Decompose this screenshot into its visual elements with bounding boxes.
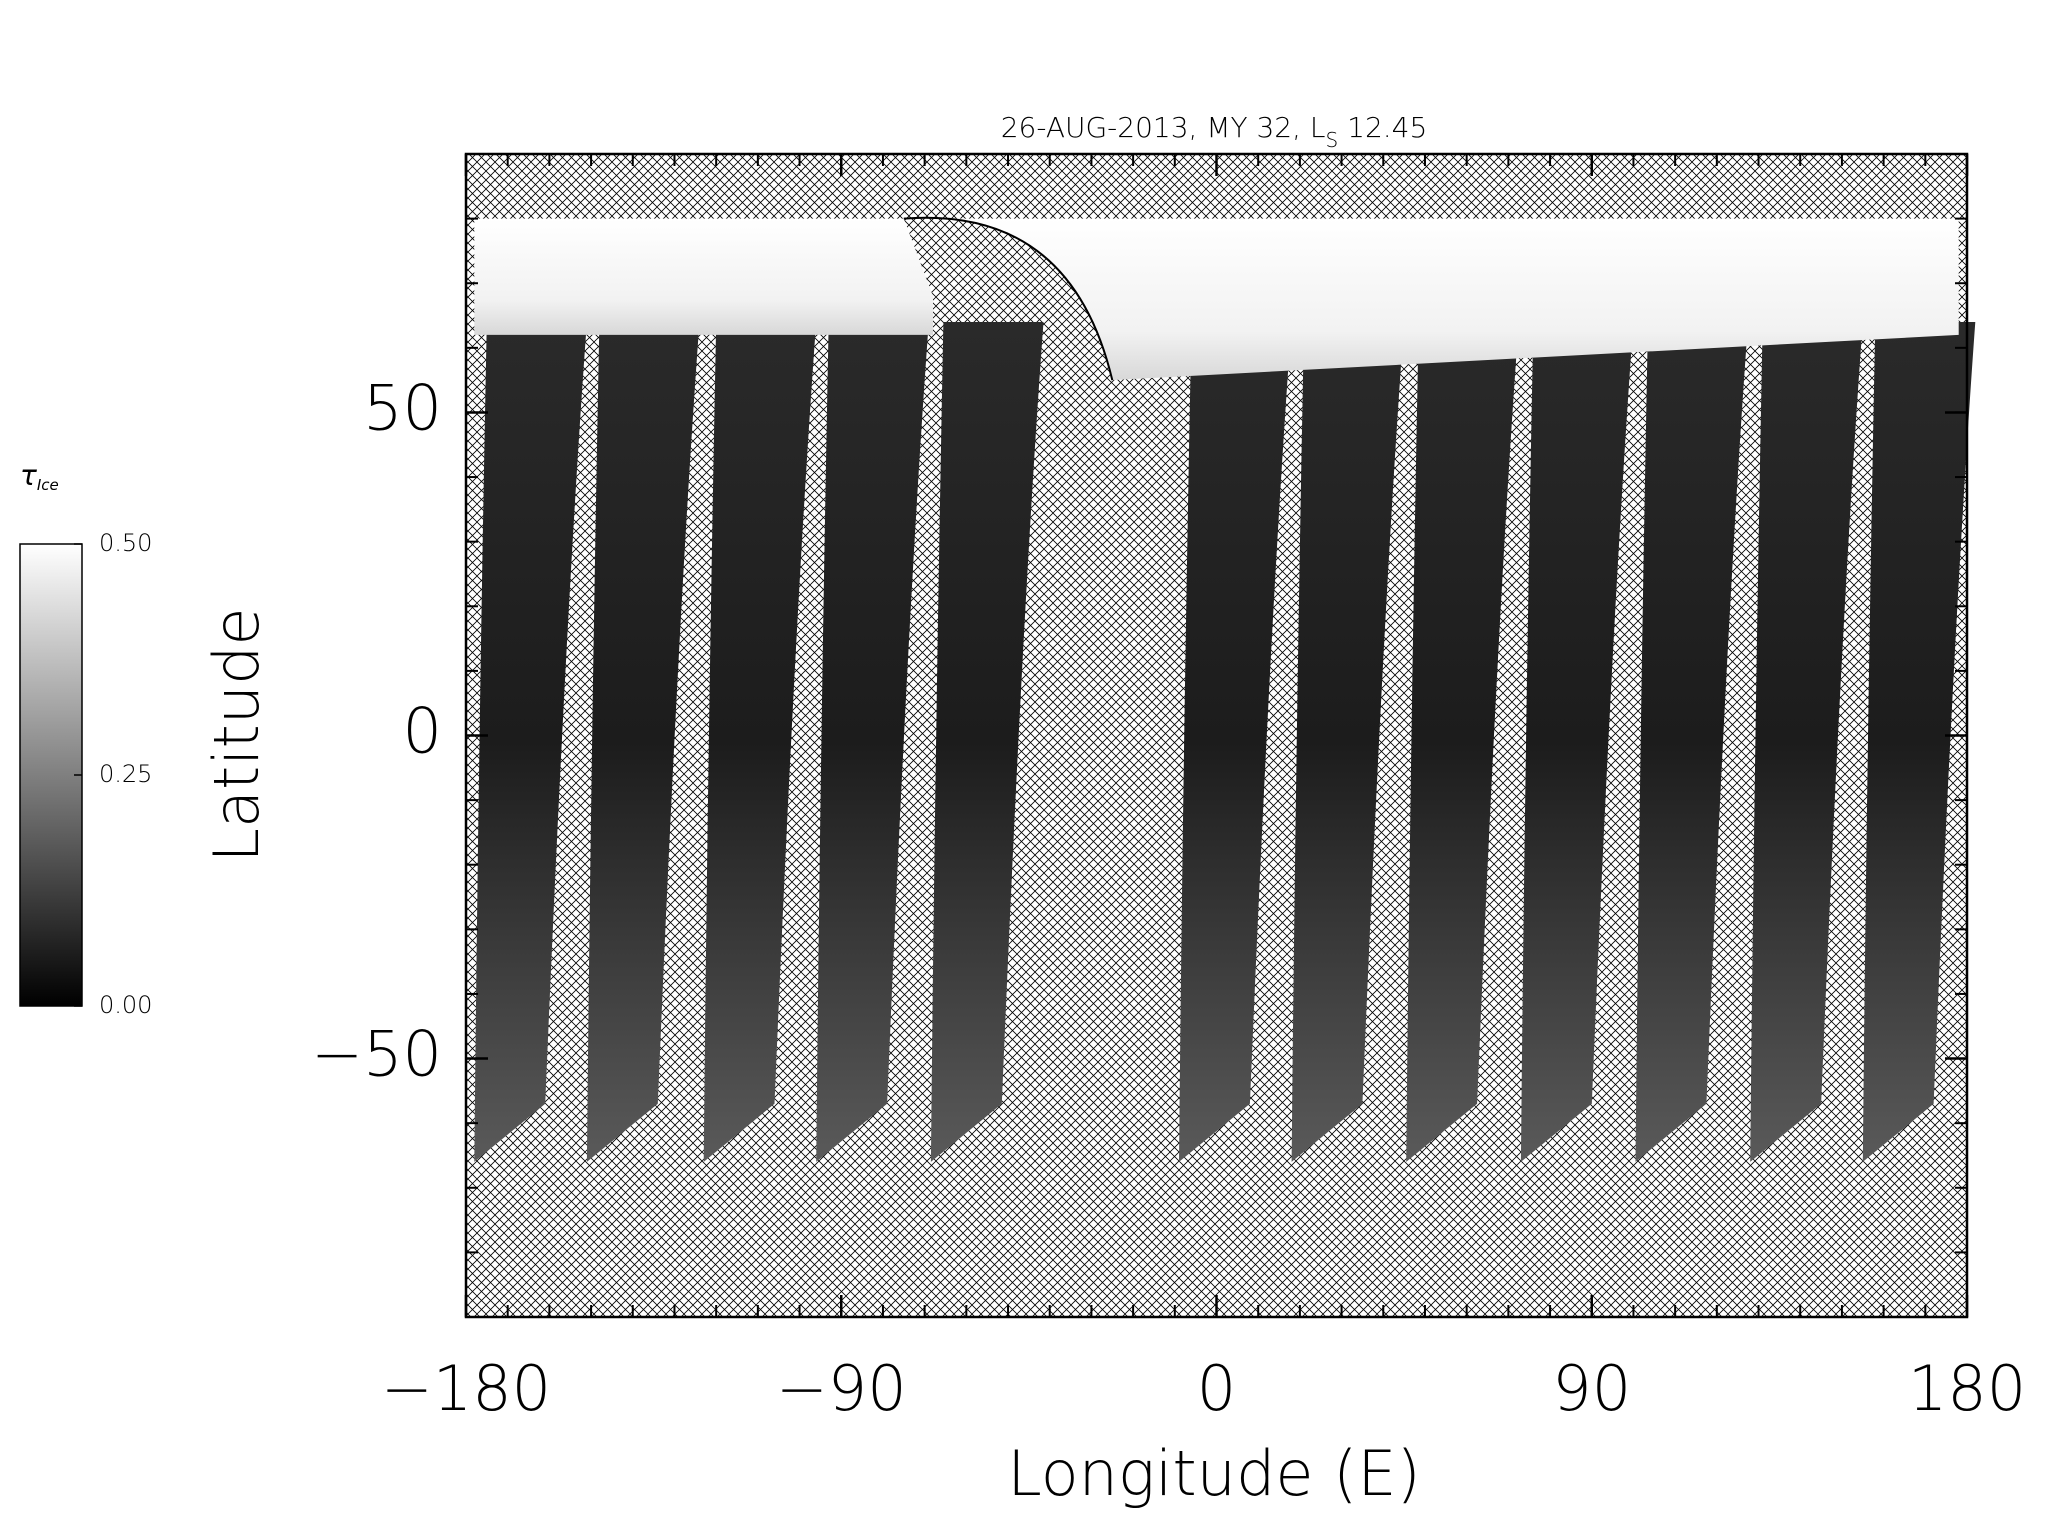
y-tick-label: 0 <box>403 695 442 768</box>
swath <box>586 322 700 1162</box>
colorbar-tick-label: 0.00 <box>99 991 152 1019</box>
x-tick-label: −180 <box>381 1352 551 1425</box>
swath <box>1179 322 1292 1162</box>
swath <box>1520 322 1634 1162</box>
x-axis-label: Longitude (E) <box>1007 1437 1420 1510</box>
swath <box>703 322 817 1162</box>
swath <box>930 322 1044 1162</box>
x-tick-label: 180 <box>1908 1352 2026 1425</box>
y-tick-label: −50 <box>311 1018 442 1091</box>
colorbar-label: τIce <box>20 459 59 494</box>
colorbar-subscript: Ice <box>37 476 59 494</box>
polar-cap <box>903 217 1959 381</box>
colorbar-symbol: τ <box>20 459 37 492</box>
colorbar <box>19 543 83 1007</box>
plot-area <box>466 154 1976 1317</box>
title-value: 12.45 <box>1338 111 1427 144</box>
x-tick-label: 0 <box>1197 1352 1236 1425</box>
swath <box>1750 322 1863 1162</box>
chart-title: 26-AUG-2013, MY 32, LS 12.45 <box>1001 111 1428 152</box>
title-subscript: S <box>1326 128 1339 152</box>
title-text: 26-AUG-2013, MY 32, L <box>1001 111 1326 144</box>
swath <box>816 322 929 1162</box>
swath <box>1635 322 1749 1162</box>
swath <box>1862 322 1976 1162</box>
swath <box>1291 322 1405 1162</box>
y-axis-label: Latitude <box>200 607 273 862</box>
x-tick-label: −90 <box>776 1352 907 1425</box>
swath <box>1406 322 1519 1162</box>
swath <box>474 322 587 1162</box>
colorbar-tick-label: 0.25 <box>99 760 152 788</box>
polar-cap <box>474 218 933 335</box>
y-tick-label: 50 <box>363 371 442 444</box>
x-tick-label: 90 <box>1552 1352 1631 1425</box>
colorbar-tick-label: 0.50 <box>99 529 152 557</box>
terminator <box>903 216 1114 381</box>
